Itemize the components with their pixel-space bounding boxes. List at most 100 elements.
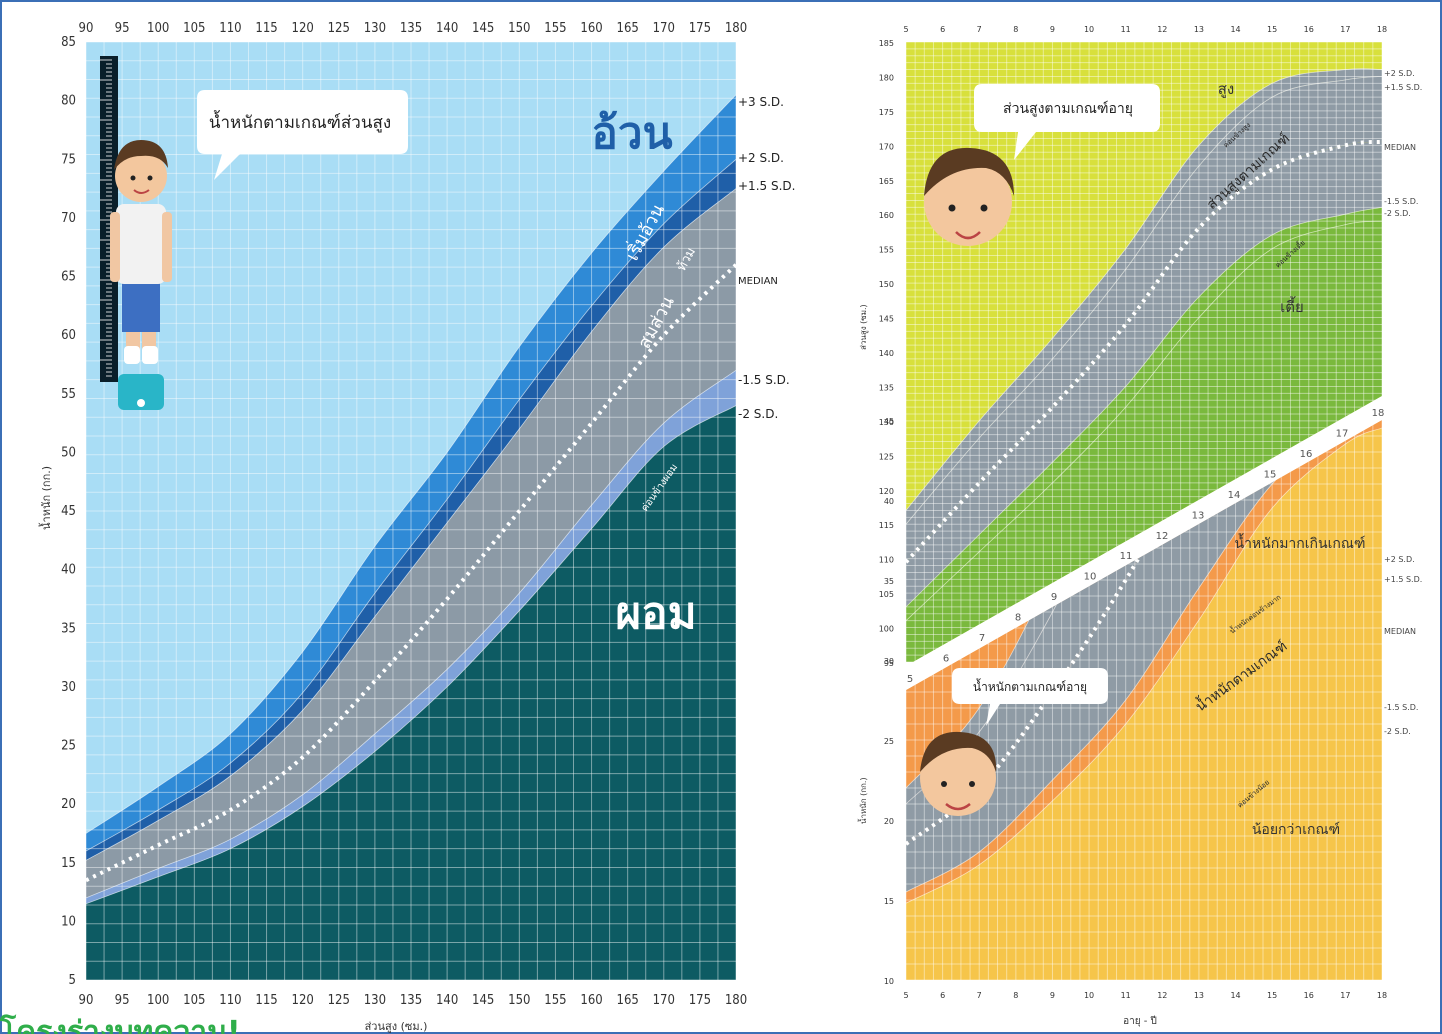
zone-thin: ผอม — [615, 588, 696, 639]
x-tick-bottom: 155 — [544, 993, 566, 1008]
x-tick-top: 135 — [400, 21, 422, 36]
x-tick-top: 105 — [183, 21, 205, 36]
sd-plus3: +3 S.D. — [738, 95, 784, 109]
boy-face-top — [924, 147, 1014, 246]
series-line--2-s-d- — [906, 427, 1382, 904]
x-tick-bottom: 10 — [1084, 991, 1094, 1000]
x-tick-bottom: 100 — [147, 993, 169, 1008]
y-tick: 10 — [884, 977, 894, 986]
x-tick-bottom: 8 — [1013, 991, 1018, 1000]
y-tick: 85 — [61, 35, 76, 50]
left-title-bubble: น้ำหนักตามเกณฑ์ส่วนสูง — [197, 90, 408, 180]
y-tick: 150 — [879, 280, 894, 289]
rb-sd-median: MEDIAN — [1384, 627, 1416, 636]
left-chart-title: น้ำหนักตามเกณฑ์ส่วนสูง — [209, 110, 391, 133]
right-bottom-title-bubble: น้ำหนักตามเกณฑ์อายุ — [952, 668, 1108, 726]
y-tick: 30 — [61, 680, 76, 695]
left-sd-labels: +3 S.D. +2 S.D. +1.5 S.D. MEDIAN -1.5 S.… — [738, 95, 795, 421]
x-tick-top: 130 — [364, 21, 386, 36]
y-tick: 25 — [61, 739, 76, 754]
y-tick: 30 — [884, 657, 894, 666]
y-tick: 185 — [879, 39, 894, 48]
x-tick-top: 12 — [1157, 25, 1167, 34]
band-0 — [86, 94, 736, 852]
band-0 — [906, 420, 1382, 804]
x-tick-top: 115 — [255, 21, 277, 36]
x-tick-bottom: 15 — [1267, 991, 1277, 1000]
rt-sd-median: MEDIAN — [1384, 143, 1416, 152]
x-tick-bottom: 170 — [653, 993, 675, 1008]
x-tick-top: 7 — [977, 25, 982, 34]
rt-sd-plus1-5: +1.5 S.D. — [1384, 83, 1422, 92]
y-tick: 130 — [879, 418, 894, 427]
y-tick: 125 — [879, 452, 894, 461]
boy-illustration — [110, 140, 172, 410]
age-strip-label: 12 — [1156, 531, 1169, 542]
y-tick: 35 — [61, 621, 76, 636]
zone-obese: อ้วน — [591, 108, 672, 159]
x-tick-bottom: 145 — [472, 993, 494, 1008]
age-strip-label: 10 — [1084, 572, 1097, 583]
y-tick: 20 — [61, 797, 76, 812]
series-line--2-s-d- — [906, 220, 1382, 621]
x-tick-top: 8 — [1013, 25, 1018, 34]
series-line--2-s-d- — [86, 159, 736, 852]
x-tick-bottom: 16 — [1304, 991, 1314, 1000]
series-line--1-5-s-d- — [906, 206, 1382, 608]
x-tick-top: 100 — [147, 21, 169, 36]
zone-underweight: น้อยกว่าเกณฑ์ — [1252, 821, 1340, 838]
y-tick: 25 — [884, 737, 894, 746]
series-line--2-s-d- — [906, 68, 1382, 511]
y-tick: 170 — [879, 142, 894, 151]
y-tick: 135 — [879, 383, 894, 392]
y-tick: 115 — [879, 521, 894, 530]
age-strip-label: 7 — [979, 633, 985, 644]
x-tick-bottom: 14 — [1230, 991, 1240, 1000]
x-tick-bottom: 165 — [617, 993, 639, 1008]
x-tick-top: 5 — [903, 25, 908, 34]
x-tick-top: 170 — [653, 21, 675, 36]
y-tick: 155 — [879, 246, 894, 255]
x-tick-top: 160 — [580, 21, 602, 36]
y-tick: 175 — [879, 108, 894, 117]
band-2 — [86, 188, 736, 881]
y-tick: 110 — [879, 556, 894, 565]
zone-tall: สูง — [1218, 80, 1234, 98]
band-5 — [86, 405, 736, 980]
y-tick: 35 — [884, 577, 894, 586]
rt-sd-plus2: +2 S.D. — [1384, 69, 1415, 78]
y-tick: 20 — [884, 817, 894, 826]
age-x-axis-title: อายุ - ปี — [1123, 1015, 1157, 1027]
x-tick-top: 180 — [725, 21, 747, 36]
y-tick: 165 — [879, 177, 894, 186]
sd-plus1-5: +1.5 S.D. — [738, 179, 795, 193]
height-ruler — [100, 56, 118, 382]
y-tick: 95 — [884, 659, 894, 668]
age-strip-label: 8 — [1015, 613, 1021, 624]
y-tick: 40 — [884, 497, 894, 506]
x-tick-bottom: 12 — [1157, 991, 1167, 1000]
height-age-y-title: ส่วนสูง (ซม.) — [859, 304, 869, 350]
band-2 — [906, 420, 1382, 892]
x-tick-bottom: 180 — [725, 993, 747, 1008]
sd-plus2: +2 S.D. — [738, 151, 784, 165]
y-tick: 15 — [61, 856, 76, 871]
x-tick-top: 110 — [219, 21, 241, 36]
series-line--3-s-d- — [86, 94, 736, 834]
y-tick: 40 — [61, 563, 76, 578]
x-tick-bottom: 120 — [292, 993, 314, 1008]
footer-left-fragment: โครงร่างบทความ! — [0, 1013, 241, 1034]
x-tick-bottom: 115 — [255, 993, 277, 1008]
x-tick-bottom: 5 — [903, 991, 908, 1000]
x-tick-top: 14 — [1230, 25, 1240, 34]
y-tick: 105 — [879, 590, 894, 599]
x-tick-bottom: 6 — [940, 991, 945, 1000]
right-top-sd-labels: +2 S.D. +1.5 S.D. MEDIAN -1.5 S.D. -2 S.… — [1384, 69, 1422, 218]
x-tick-bottom: 18 — [1377, 991, 1387, 1000]
boy-face-bottom — [920, 731, 997, 816]
y-tick: 160 — [879, 211, 894, 220]
age-strip-label: 16 — [1300, 449, 1313, 460]
rt-sd-minus1-5: -1.5 S.D. — [1384, 197, 1418, 206]
rt-sd-minus2: -2 S.D. — [1384, 209, 1411, 218]
